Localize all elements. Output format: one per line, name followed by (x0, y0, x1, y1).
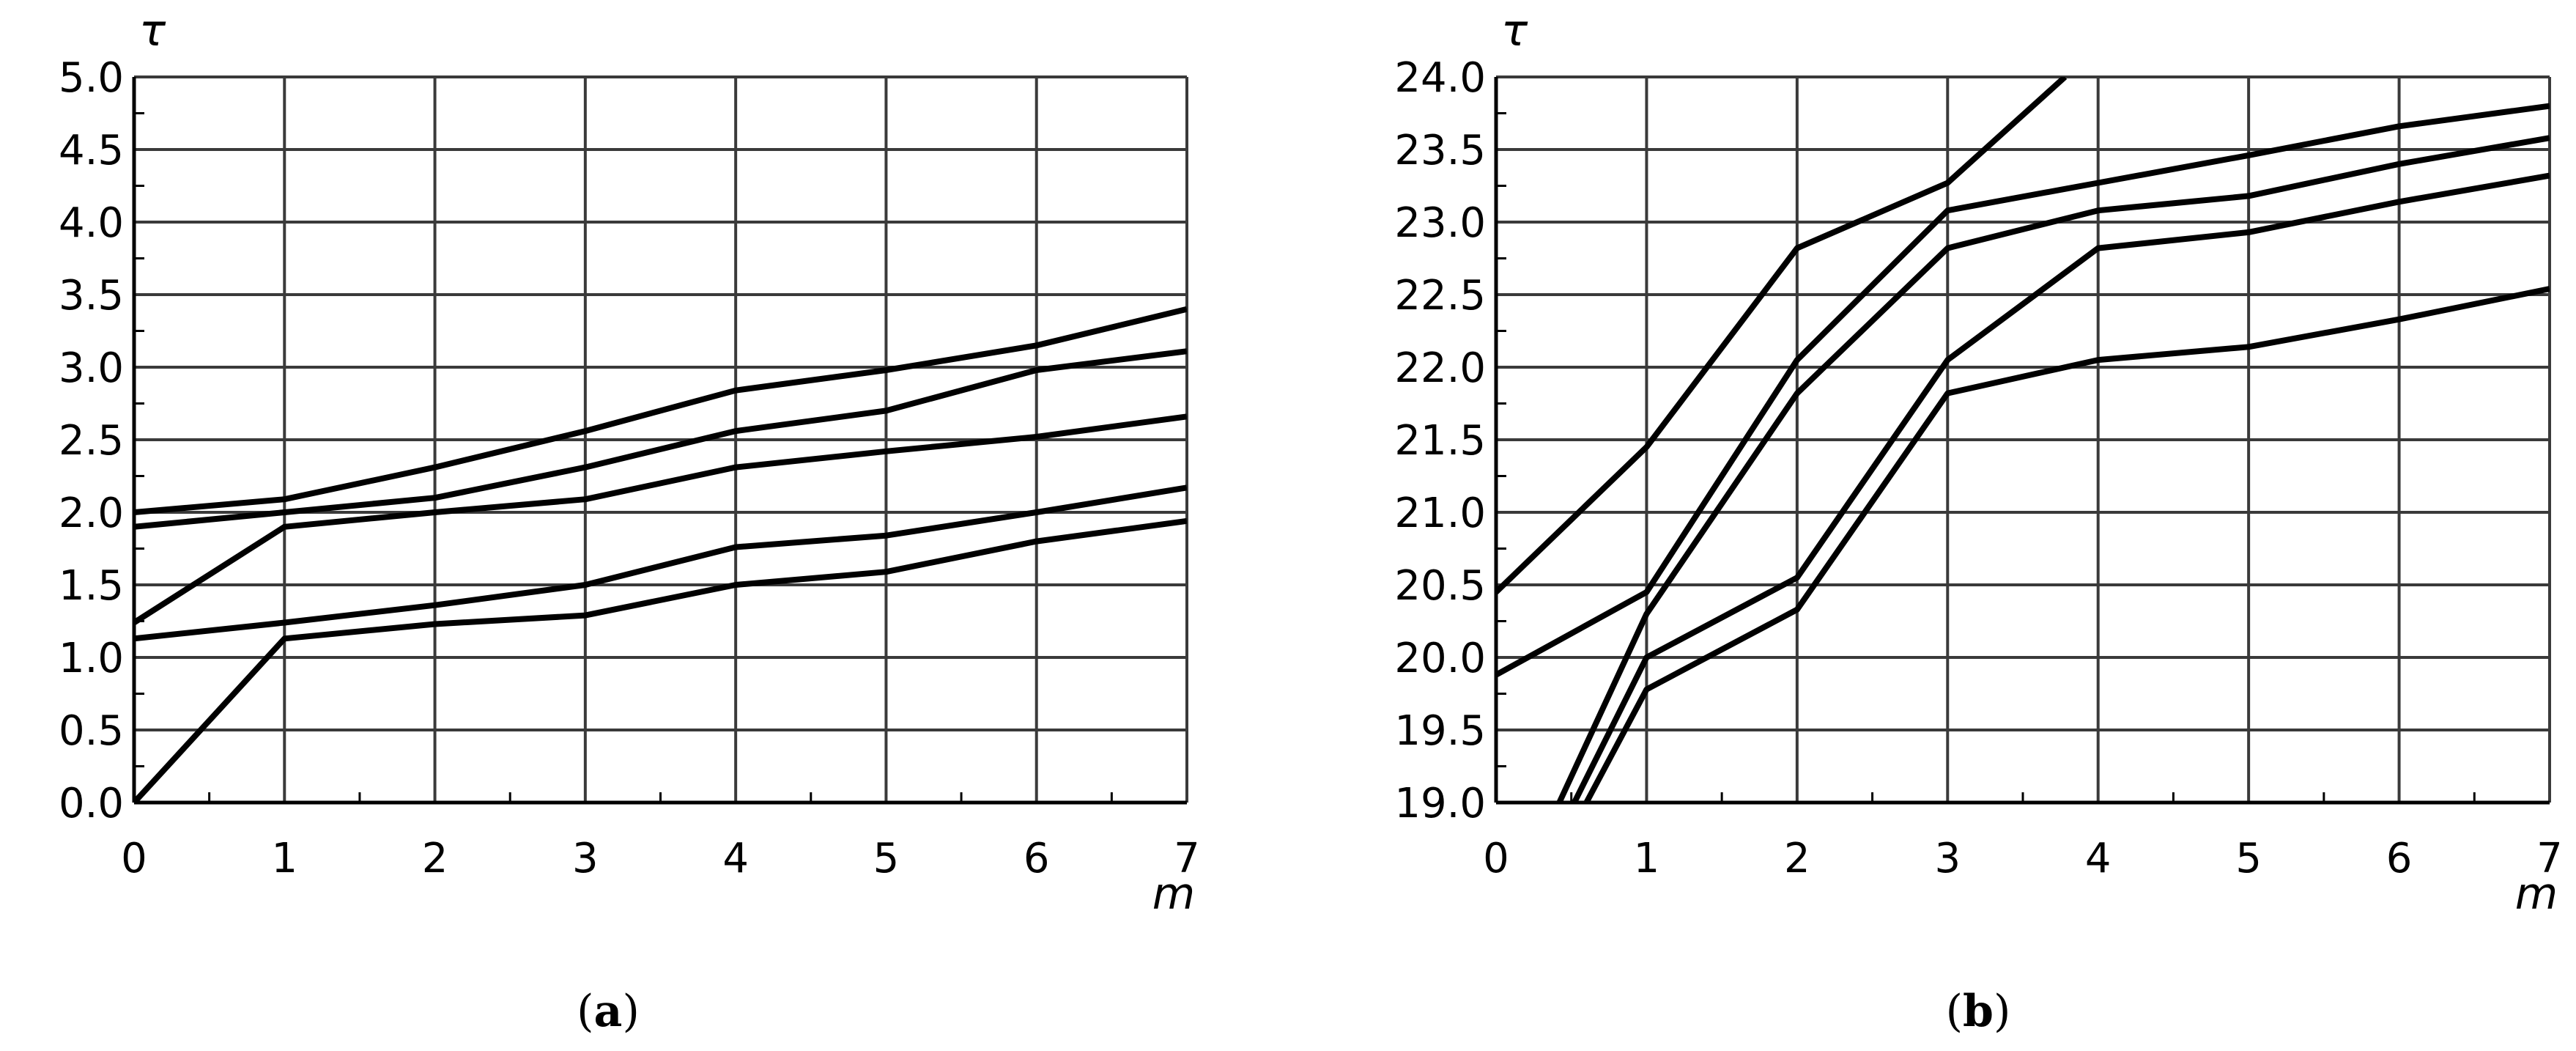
caption-open-paren: ( (1946, 986, 1963, 1037)
y-axis-label: τ (139, 5, 166, 56)
x-tick-label: 7 (1174, 835, 1200, 882)
y-tick-label: 23.0 (1394, 199, 1486, 247)
y-tick-label: 20.5 (1394, 562, 1486, 610)
caption-letter: b (1963, 986, 1994, 1037)
series-line-2 (134, 348, 1187, 530)
x-axis-label: m (2515, 869, 2558, 920)
x-tick-label: 3 (1934, 835, 1961, 882)
x-tick-label: 0 (121, 835, 147, 882)
y-tick-label: 2.5 (59, 417, 124, 465)
series-line-1 (1496, 77, 2068, 594)
y-tick-label: 0.0 (59, 780, 124, 827)
y-tick-label: 3.0 (59, 344, 124, 392)
series-line-4 (1572, 172, 2550, 803)
series-line-2 (1496, 103, 2550, 678)
x-tick-label: 4 (722, 835, 749, 882)
y-tick-label: 3.5 (59, 272, 124, 320)
caption-close-paren: ) (1994, 986, 2010, 1037)
panel-caption: (a) (577, 986, 640, 1037)
panel-b: 0 1 2 3 4 5 6 7 19.0 19.5 20.0 20.5 21.0 21.5 22.0 22.5… (1394, 5, 2563, 1037)
y-tick-label: 4.5 (59, 127, 124, 174)
y-tick-label: 19.0 (1394, 780, 1486, 827)
series-line-3 (134, 413, 1187, 625)
y-tick-label: 21.5 (1394, 417, 1486, 465)
x-tick-label: 2 (1784, 835, 1810, 882)
series-line-4 (134, 484, 1187, 642)
series-line-5 (134, 517, 1187, 803)
y-tick-label: 21.0 (1394, 490, 1486, 537)
x-tick-label: 1 (1634, 835, 1660, 882)
y-tick-label: 5.0 (59, 54, 124, 102)
y-tick-label: 22.0 (1394, 344, 1486, 392)
y-tick-label: 4.0 (59, 199, 124, 247)
series-line-3 (1556, 135, 2550, 803)
x-axis-label: m (1152, 869, 1195, 920)
y-tick-label: 22.5 (1394, 272, 1486, 320)
y-tick-label: 20.0 (1394, 635, 1486, 682)
series-line-5 (1583, 286, 2550, 803)
x-tick-label: 2 (422, 835, 448, 882)
y-axis-label: τ (1501, 5, 1528, 56)
x-tick-label: 4 (2085, 835, 2111, 882)
panel-a: 0 1 2 3 4 5 6 7 0.0 0.5 1.0 1.5 2.0 2.5 3.0 3.5 4.0 4.5 5.… (59, 5, 1200, 1037)
series-line-1 (134, 306, 1187, 515)
y-tick-label: 1.0 (59, 635, 124, 682)
x-tick-label: 6 (1024, 835, 1050, 882)
x-tick-label: 3 (572, 835, 599, 882)
y-tick-label: 1.5 (59, 562, 124, 610)
x-tick-label: 5 (873, 835, 900, 882)
x-tick-label: 6 (2386, 835, 2413, 882)
panel-caption: (b) (1946, 986, 2011, 1037)
y-tick-label: 23.5 (1394, 127, 1486, 174)
x-tick-label: 5 (2235, 835, 2262, 882)
caption-letter: a (594, 986, 623, 1037)
caption-close-paren: ) (622, 986, 639, 1037)
y-tick-label: 24.0 (1394, 54, 1486, 102)
x-tick-label: 1 (271, 835, 297, 882)
x-tick-label: 0 (1483, 835, 1509, 882)
x-tick-label: 7 (2536, 835, 2563, 882)
y-tick-label: 0.5 (59, 707, 124, 755)
y-tick-label: 19.5 (1394, 707, 1486, 755)
y-tick-label: 2.0 (59, 490, 124, 537)
caption-open-paren: ( (577, 986, 593, 1037)
